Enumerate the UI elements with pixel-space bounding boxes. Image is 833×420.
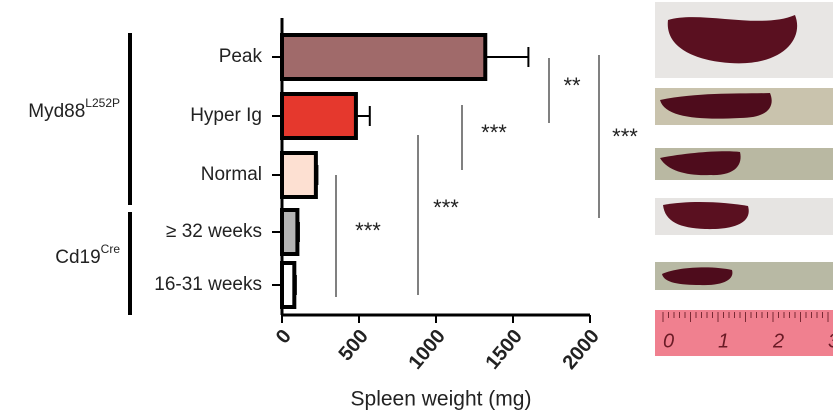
bar	[280, 151, 318, 199]
group-label: Cd19Cre	[55, 242, 120, 268]
ruler-label: 0	[663, 330, 674, 352]
significance-label: ***	[481, 120, 507, 145]
y-tick-label: ≥ 32 weeks	[166, 221, 262, 242]
bar	[280, 261, 297, 309]
bar	[280, 92, 358, 140]
spleen-photos	[655, 2, 833, 356]
group-superscript: L252P	[85, 96, 120, 110]
ruler-label: 2	[772, 330, 784, 352]
group-name: Myd88	[28, 101, 85, 122]
ruler-label: 3	[828, 330, 833, 352]
group-superscript: Cre	[101, 242, 121, 256]
y-tick-label: 16-31 weeks	[154, 274, 262, 295]
y-tick-label: Hyper Ig	[190, 105, 262, 126]
spleen	[660, 151, 741, 176]
x-tick-label: 1500	[481, 325, 526, 373]
bar	[280, 208, 300, 256]
x-tick-label: 500	[335, 325, 373, 365]
significance-label: ***	[433, 195, 459, 220]
x-tick-label: 1000	[404, 325, 449, 373]
significance-label: **	[563, 73, 581, 98]
spleen	[663, 202, 749, 230]
spleen	[660, 93, 772, 119]
ruler-label: 1	[718, 330, 729, 352]
bar	[280, 33, 488, 81]
spleen	[662, 267, 733, 286]
x-axis-label: Spleen weight (mg)	[351, 388, 532, 411]
y-tick-label: Peak	[219, 46, 263, 67]
significance-label: ***	[355, 218, 381, 243]
y-tick-label: Normal	[201, 164, 262, 185]
x-tick-label: 2000	[558, 325, 603, 373]
significance-label: ***	[612, 124, 638, 149]
spleen	[667, 15, 798, 64]
x-tick-label: 0	[272, 325, 296, 348]
group-name: Cd19	[55, 247, 100, 268]
group-label: Myd88L252P	[28, 96, 120, 122]
